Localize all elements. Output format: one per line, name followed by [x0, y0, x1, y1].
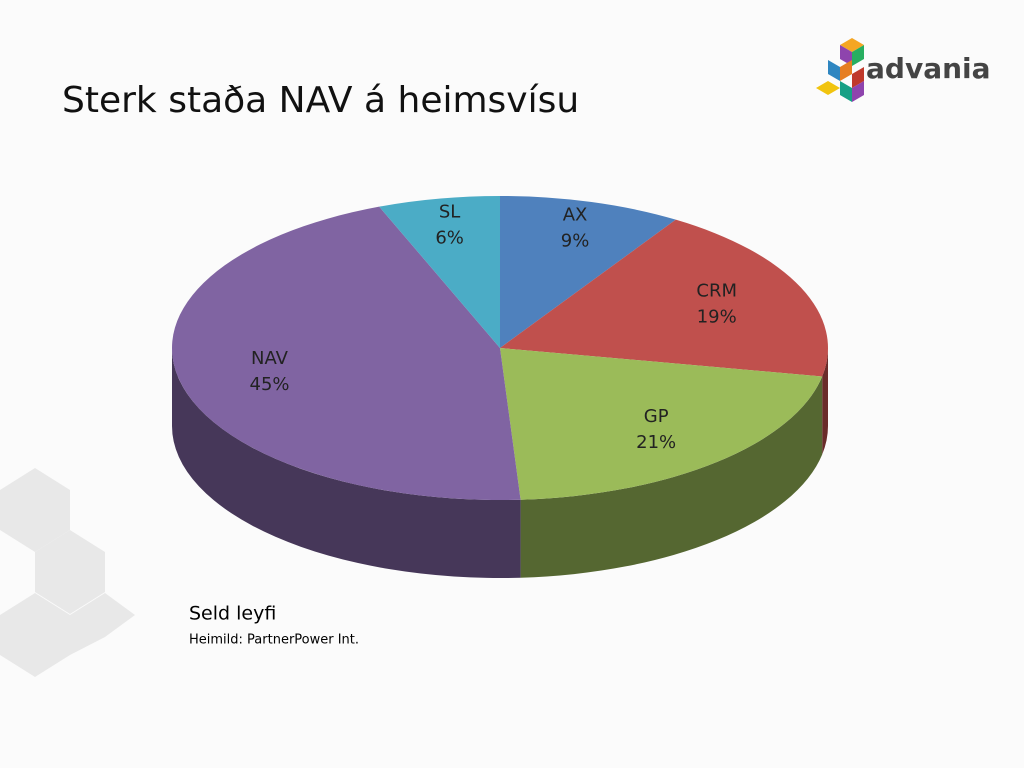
slide-title: Sterk staða NAV á heimsvísu: [62, 80, 579, 121]
slice: [379, 196, 500, 348]
logo-mark: [816, 38, 864, 102]
slice-side: [172, 348, 521, 578]
source: Heimild: PartnerPower Int.: [189, 633, 359, 648]
slice-side: [520, 376, 823, 578]
slice-label: SL: [439, 202, 460, 223]
slice-label: AX: [563, 204, 588, 225]
decoration: [0, 468, 135, 677]
slice-label: NAV: [251, 348, 289, 369]
slice-value: 6%: [435, 228, 464, 249]
slice-value: 9%: [561, 230, 590, 251]
slice-label: CRM: [696, 281, 737, 302]
slice-value: 19%: [697, 307, 737, 328]
slice-value: 21%: [636, 432, 676, 453]
slice-label: GP: [644, 406, 669, 427]
slice: [500, 219, 828, 377]
pie-chart: AX 9% CRM 19% GP 21% NAV 45% SL 6%: [171, 196, 829, 578]
slice-side: [822, 348, 829, 455]
slice-value: 45%: [250, 374, 290, 395]
slice: [171, 206, 521, 501]
logo-text: advania: [866, 52, 991, 85]
slice: [500, 348, 823, 500]
subtitle: Seld leyfi: [189, 603, 276, 625]
slice: [500, 196, 676, 348]
